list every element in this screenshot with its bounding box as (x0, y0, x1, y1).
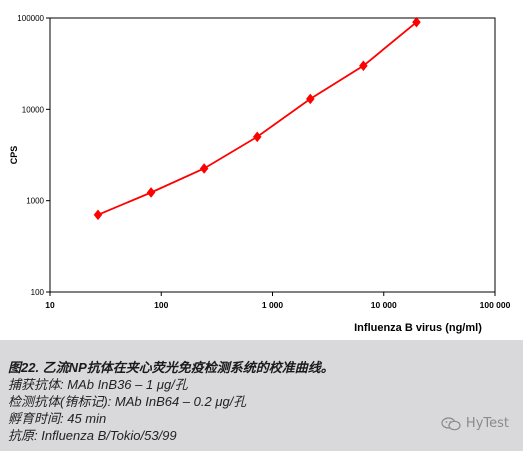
data-point-marker (359, 60, 368, 72)
data-point-marker (412, 16, 421, 28)
x-tick-label: 100 (154, 300, 168, 310)
caption-incubation-time: 孵育时间: 45 min (8, 411, 107, 426)
plot-frame (49, 17, 496, 293)
x-tick-label: 100 000 (480, 300, 511, 310)
wechat-icon (441, 416, 461, 430)
series-layer (93, 16, 421, 221)
y-tick-label: 1000 (26, 197, 44, 206)
y-tick-label: 100 (31, 288, 45, 297)
data-point-marker (305, 93, 315, 105)
x-tick-label: 10 (45, 300, 55, 310)
watermark: HyTest (441, 416, 509, 431)
series-line (97, 21, 418, 216)
caption-block: 图22. 乙流NP抗体在夹心荧光免疫检测系统的校准曲线。 捕获抗体: MAb I… (0, 340, 523, 451)
y-tick-label: 10000 (22, 105, 45, 114)
caption-title: 图22. 乙流NP抗体在夹心荧光免疫检测系统的校准曲线。 (8, 360, 334, 375)
data-point-marker (146, 187, 156, 198)
x-axis-label: Influenza B virus (ng/ml) (354, 322, 482, 334)
y-axis-ticks: 100 1000 10000 100000 (17, 14, 50, 297)
data-point-marker (199, 163, 209, 174)
x-tick-label: 10 000 (371, 300, 397, 310)
y-axis-label: CPS (9, 146, 19, 165)
caption-antigen: 抗原: Influenza B/Tokio/53/99 (8, 428, 177, 443)
data-point-marker (93, 209, 103, 221)
x-tick-label: 1 000 (262, 300, 284, 310)
chart-panel: 100 1000 10000 100000 10 100 1 000 10 000 100 0… (9, 14, 511, 334)
watermark-text: HyTest (465, 416, 509, 431)
x-axis-ticks: 10 100 1 000 10 000 100 000 (45, 292, 511, 310)
y-tick-label: 100000 (17, 14, 44, 23)
data-point-marker (252, 131, 262, 143)
caption-capture-antibody: 捕获抗体: MAb InB36 – 1 μg/孔 (8, 377, 188, 392)
caption-detection-antibody: 检测抗体(铕标记): MAb InB64 – 0.2 μg/孔 (8, 394, 247, 409)
